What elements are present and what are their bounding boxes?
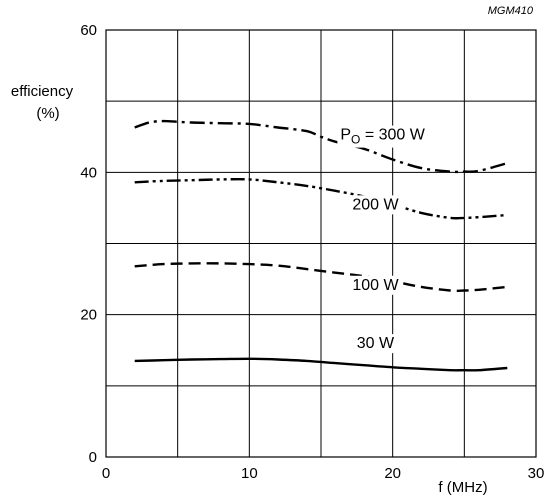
curve-label: 100 W	[352, 277, 399, 294]
y-axis-label-line1: efficiency	[11, 83, 74, 100]
y-tick-label: 60	[80, 22, 97, 39]
series-line-30w	[134, 357, 508, 372]
y-tick-label: 40	[80, 164, 97, 181]
series-line-200w	[134, 177, 508, 220]
curve-label: PO = 300 W	[340, 127, 425, 147]
curve-label: 30 W	[357, 335, 395, 352]
plot-frame	[105, 29, 537, 458]
x-tick-label: 0	[102, 465, 110, 482]
curve-label-background	[353, 334, 399, 354]
chart-code: MGM410	[488, 5, 534, 17]
curve-label-background	[337, 125, 429, 148]
x-tick-label: 20	[384, 465, 401, 482]
x-tick-label: 30	[528, 465, 545, 482]
plot-area: 0 10 20 30 0 20 40 60 PO = 300 W 200 W 100 W 30 W	[80, 22, 544, 482]
x-axis-label: f (MHz)	[438, 479, 487, 496]
curve-label: 200 W	[352, 196, 399, 213]
x-tick-label: 10	[241, 465, 258, 482]
series-line-100w	[134, 262, 508, 292]
series-line-300w	[134, 119, 508, 174]
y-tick-label: 20	[80, 307, 97, 324]
y-tick-label: 0	[89, 449, 97, 466]
curve-label-background	[349, 195, 403, 215]
curve-label-background	[349, 275, 403, 295]
y-axis-label-line2: (%)	[36, 105, 59, 122]
